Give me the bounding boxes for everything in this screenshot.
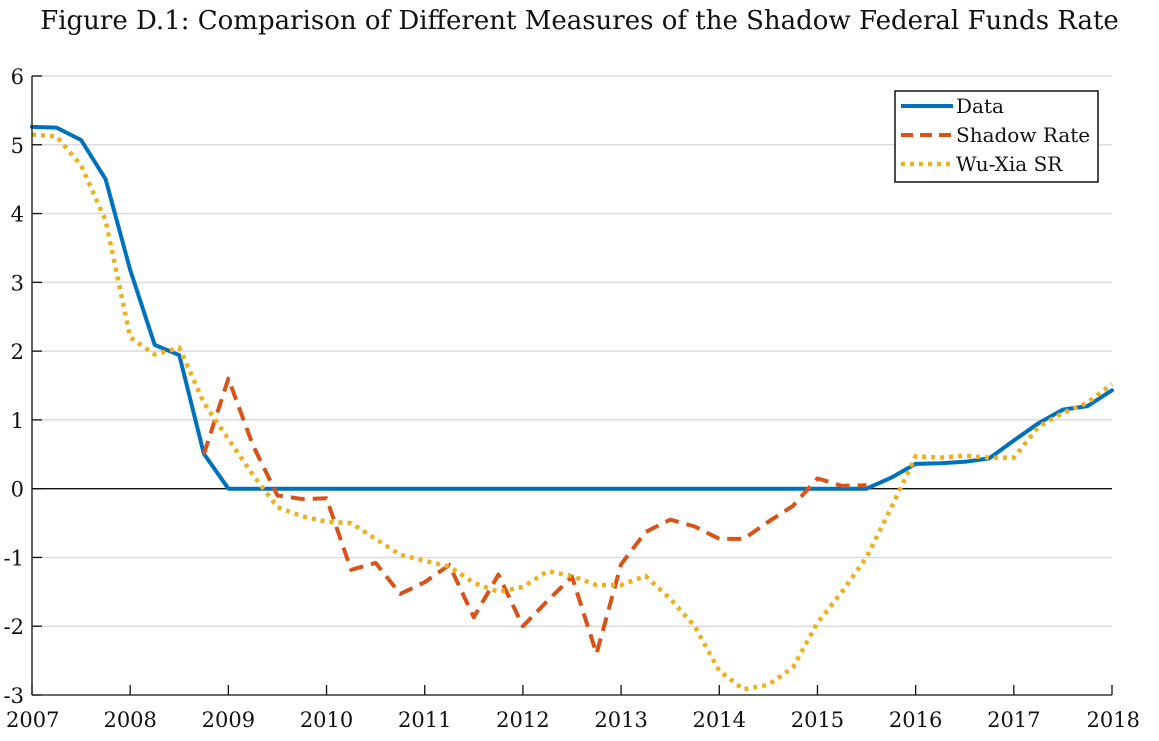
x-tick-label-7: 2014 xyxy=(693,708,746,732)
x-tick-label-1: 2008 xyxy=(103,708,156,732)
axes xyxy=(31,76,1112,696)
x-tick-label-6: 2013 xyxy=(594,708,647,732)
chart-title: Figure D.1: Comparison of Different Meas… xyxy=(40,6,1119,36)
x-tick-label-3: 2010 xyxy=(300,708,353,732)
x-tick-label-0: 2007 xyxy=(6,708,59,732)
y-tick-label-1: -2 xyxy=(4,615,24,639)
y-tick-label-7: 4 xyxy=(11,203,24,227)
y-tick-label-3: 0 xyxy=(11,478,24,502)
legend-label-2: Wu-Xia SR xyxy=(956,152,1063,176)
x-tick-label-11: 2018 xyxy=(1087,708,1140,732)
y-tick-label-5: 2 xyxy=(11,340,24,364)
x-tick-label-4: 2011 xyxy=(398,708,451,732)
legend: Data Shadow Rate Wu-Xia SR xyxy=(894,90,1099,183)
y-tick-label-9: 6 xyxy=(11,65,24,89)
series-line-0 xyxy=(30,124,1114,491)
x-tick-label-5: 2012 xyxy=(496,708,549,732)
x-tick-label-2: 2009 xyxy=(202,708,255,732)
y-tick-label-4: 1 xyxy=(11,409,24,433)
y-tick-label-0: -3 xyxy=(4,684,24,708)
x-tick-label-8: 2015 xyxy=(791,708,844,732)
y-tick-label-2: -1 xyxy=(4,546,24,570)
x-tick-label-10: 2017 xyxy=(987,708,1040,732)
legend-label-1: Shadow Rate xyxy=(956,123,1090,147)
series-lines xyxy=(30,124,1114,692)
y-ticks: -3 -2 -1 0 1 2 3 4 5 6 xyxy=(4,65,42,708)
series-line-2 xyxy=(31,132,1114,692)
y-tick-label-8: 5 xyxy=(11,134,24,158)
x-ticks: 2007 2008 2009 2010 2011 2012 2013 2014 2015 2016… xyxy=(6,685,1140,732)
x-tick-label-9: 2016 xyxy=(889,708,942,732)
series-line-1 xyxy=(201,376,867,656)
legend-label-0: Data xyxy=(956,94,1004,118)
y-tick-label-6: 3 xyxy=(11,271,24,295)
